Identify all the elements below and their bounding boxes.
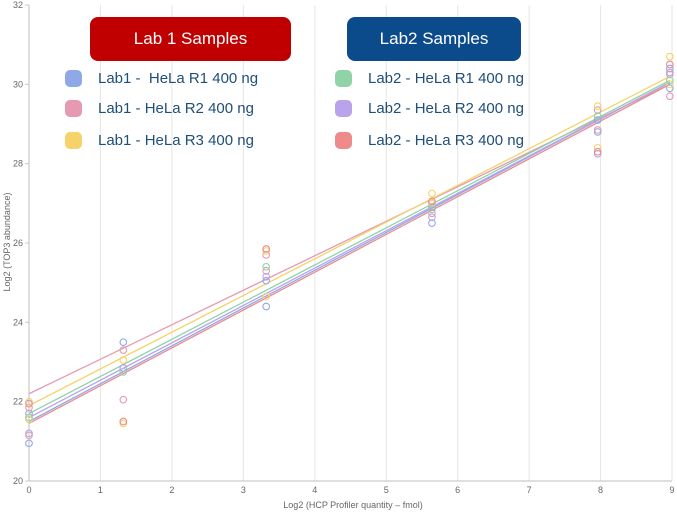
data-point-series-6 (593, 147, 602, 156)
data-point-series-4 (428, 205, 436, 214)
data-point-series-4 (262, 262, 271, 271)
legend-swatch (65, 69, 82, 87)
data-point-series-5 (666, 68, 674, 77)
data-point-series-1 (593, 116, 602, 124)
x-tick-label: 6 (455, 485, 460, 495)
data-point-series-6 (666, 60, 674, 69)
legend-item: Lab2 - HeLa R2 400 ng (335, 96, 524, 120)
legend-label: Lab1 - HeLa R2 400 ng (98, 99, 254, 117)
x-tick-label: 8 (598, 485, 603, 495)
y-tick-label: 30 (13, 79, 23, 89)
data-point-series-4 (119, 368, 128, 376)
fit-line-series-3 (28, 75, 671, 407)
lab1-banner-label: Lab 1 Samples (133, 29, 248, 48)
y-tick-label: 24 (13, 317, 23, 327)
y-tick-label: 32 (13, 0, 23, 10)
data-point-series-1 (262, 302, 271, 311)
data-point-series-3 (593, 102, 602, 110)
data-point-series-2 (119, 395, 128, 404)
data-point-series-2 (262, 251, 271, 259)
x-tick-label: 3 (241, 485, 246, 495)
legend-swatch (335, 69, 352, 87)
data-point-series-4 (666, 76, 674, 85)
axis-layer: 0 1 2 3 4 5 6 7 8 9 20 22 24 26 28 30 32 (13, 0, 675, 495)
legend-swatch (335, 131, 352, 149)
data-point-series-1 (262, 276, 271, 285)
y-tick-label: 26 (13, 238, 23, 248)
y-tick-label: 20 (13, 476, 23, 486)
data-point-series-3 (119, 356, 128, 364)
data-point-series-3 (262, 292, 271, 301)
legend-item: Lab1 - HeLa R3 400 ng (65, 128, 254, 152)
data-point-series-1 (428, 219, 436, 228)
data-point-series-2 (666, 92, 674, 101)
data-point-series-3 (666, 52, 674, 61)
x-tick-label: 4 (312, 485, 317, 495)
legend-label: Lab2 - HeLa R1 400 ng (368, 69, 524, 87)
data-point-series-5 (593, 149, 602, 158)
data-point-series-3 (119, 419, 128, 428)
data-point-series-2 (262, 266, 271, 275)
legend-swatch (65, 99, 82, 117)
data-point-series-1 (593, 128, 602, 136)
data-point-series-2 (666, 70, 674, 79)
data-point-series-5 (262, 272, 271, 281)
fit-lines-layer (28, 75, 671, 425)
data-point-series-3 (666, 80, 674, 89)
legend-label: Lab1 - HeLa R3 400 ng (98, 131, 254, 149)
data-point-series-6 (428, 197, 436, 206)
data-point-series-1 (119, 338, 128, 347)
y-tick-label: 22 (13, 397, 23, 407)
legend-label: Lab2 - HeLa R2 400 ng (368, 99, 524, 117)
x-tick-label: 2 (169, 485, 174, 495)
fit-line-series-4 (28, 79, 671, 415)
data-point-series-5 (119, 364, 128, 372)
legend-item: Lab1 - HeLa R2 400 ng (65, 96, 254, 120)
fit-line-series-6 (28, 83, 671, 425)
x-tick-label: 7 (527, 485, 532, 495)
x-tick-label: 1 (98, 485, 103, 495)
data-point-series-1 (428, 203, 436, 212)
data-point-series-2 (119, 346, 128, 354)
data-point-series-2 (593, 126, 602, 134)
lab1-banner: Lab 1 Samples (90, 17, 291, 61)
fit-line-series-5 (28, 81, 671, 419)
data-point-series-6 (119, 417, 128, 426)
legend-label: Lab2 - HeLa R3 400 ng (368, 131, 524, 149)
x-tick-label: 0 (26, 485, 31, 495)
y-tick-label: 28 (13, 159, 23, 169)
y-axis-title: Log2 (TOP3 abundance) (2, 193, 12, 292)
legend-swatch (335, 99, 352, 117)
legend-swatch (65, 131, 82, 149)
x-tick-label: 9 (669, 485, 674, 495)
x-axis-title: Log2 (HCP Profiler quantity – fmol) (283, 500, 422, 510)
data-point-series-2 (593, 106, 602, 114)
data-point-series-3 (262, 247, 271, 255)
data-point-series-1 (666, 64, 674, 73)
data-point-series-4 (593, 112, 602, 120)
legend-item: Lab1 - HeLa R1 400 ng (65, 66, 258, 90)
data-point-series-3 (428, 189, 436, 198)
grid-layer (28, 5, 673, 481)
data-point-series-1 (666, 84, 674, 93)
data-point-series-3 (593, 143, 602, 152)
lab2-banner: Lab2 Samples (347, 17, 521, 61)
data-point-series-3 (428, 199, 436, 208)
lab2-banner-label: Lab2 Samples (379, 29, 489, 48)
x-tick-label: 5 (384, 485, 389, 495)
data-point-series-5 (428, 213, 436, 222)
legend-item: Lab2 - HeLa R3 400 ng (335, 128, 524, 152)
legend-item: Lab2 - HeLa R1 400 ng (335, 66, 524, 90)
data-point-series-2 (428, 209, 436, 218)
data-point-series-6 (262, 245, 271, 253)
legend-label: Lab1 - HeLa R1 400 ng (98, 69, 259, 87)
